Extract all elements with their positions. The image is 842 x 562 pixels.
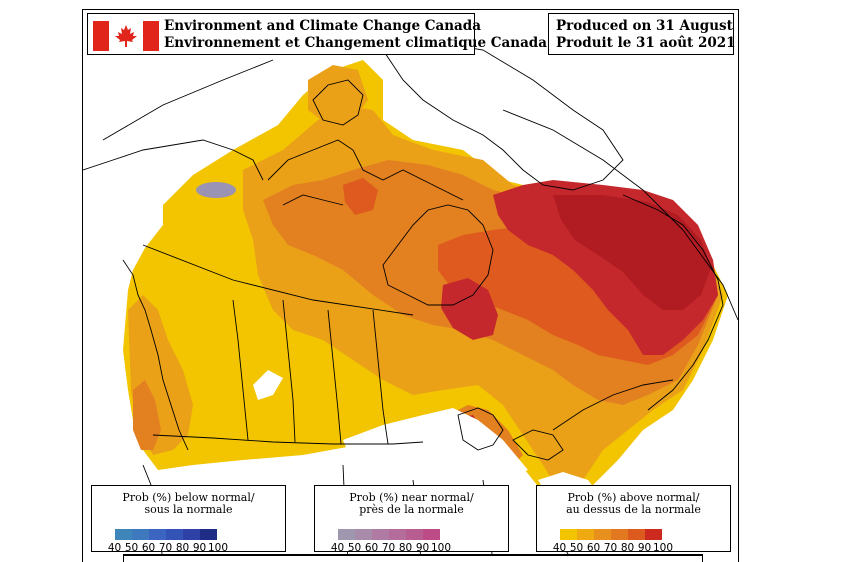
western-coast [83,139,264,181]
legend-below-tick-1: 50 [124,542,139,554]
great-lakes [457,407,564,461]
legend-above-tick-4: 80 [620,542,635,554]
region-above-90 [553,195,711,310]
no-signal-prairies [253,370,283,400]
legend-below-swatch-3 [166,529,183,540]
legend-below-tick-3: 70 [158,542,173,554]
agency-name-fr: Environnement et Changement climatique C… [164,35,547,51]
legend-below-tick-6: 100 [208,542,229,554]
legend-above-swatch-4 [628,529,645,540]
province-lines [142,244,414,445]
legend-below-ticks: 40 50 60 70 80 90 100 [106,542,229,554]
no-signal-alaska-bc [83,140,163,310]
probability-map [83,39,738,562]
legend-below-tick-0: 40 [107,542,122,554]
hudson-bay-outline [382,204,494,306]
legend-near-tick-2: 60 [364,542,379,554]
legend-near-tick-0: 40 [330,542,345,554]
legend-below-swatch-1 [132,529,149,540]
region-above-60-bc [133,380,161,450]
no-signal-south-ontario [343,408,528,480]
legend-below-title-en: Prob (%) below normal/ [122,491,255,504]
legend-above-swatches [560,529,662,540]
legend-above-swatch-1 [577,529,594,540]
legend-near-tick-6: 100 [431,542,452,554]
legend-below-normal: Prob (%) below normal/ sous la normale 4… [91,485,286,554]
region-above-80-ontario [441,278,498,340]
bottom-strip [123,554,703,562]
legend-below-swatch-2 [149,529,166,540]
polar-arc [502,109,738,321]
canada-flag-icon [93,21,159,51]
legend-above-tick-1: 50 [569,542,584,554]
bc-coast [122,259,189,451]
legend-above-tick-5: 90 [637,542,652,554]
st-lawrence [552,379,674,431]
legend-near-swatch-3 [389,529,406,540]
legend-near-ticks: 40 50 60 70 80 90 100 [329,542,452,554]
legend-near-normal: Prob (%) near normal/ près de la normale… [314,485,509,554]
legend-near-swatch-0 [338,529,355,540]
agency-name-en: Environment and Climate Change Canada [164,18,481,34]
legend-above-ticks: 40 50 60 70 80 90 100 [551,542,674,554]
greenland-outline [382,39,624,191]
legend-near-tick-4: 80 [398,542,413,554]
us-border [152,434,424,445]
above-normal-shading [123,60,728,505]
map-frame: Environment and Climate Change Canada En… [82,9,739,562]
west-arc [102,59,274,141]
legend-near-title-en: Prob (%) near normal/ [349,491,474,504]
legend-near-swatches [338,529,440,540]
legend-below-swatches [115,529,217,540]
legend-above-tick-3: 70 [603,542,618,554]
legend-near-swatch-5 [423,529,440,540]
legend-near-swatch-2 [372,529,389,540]
legend-above-title-en: Prob (%) above normal/ [567,491,700,504]
region-above-50-arctic [308,65,368,125]
agency-box: Environment and Climate Change Canada En… [87,13,547,55]
legend-below-tick-2: 60 [141,542,156,554]
legend-below-swatch-0 [115,529,132,540]
legend-above-tick-0: 40 [552,542,567,554]
date-box: Produced on 31 August 2021 Produit le 31… [548,13,738,55]
legend-below-swatch-4 [183,529,200,540]
legend-above-title-fr: au dessus de la normale [566,503,701,516]
legend-above-normal: Prob (%) above normal/ au dessus de la n… [536,485,731,554]
region-above-70-arctic [343,178,378,215]
legend-near-tick-1: 50 [347,542,362,554]
legend-below-tick-4: 80 [175,542,190,554]
legend-above-tick-6: 100 [653,542,674,554]
legend-near-swatch-1 [355,529,372,540]
produced-date-fr: Produit le 31 août 2021 [556,35,736,51]
legend-near-tick-5: 90 [415,542,430,554]
produced-date-en: Produced on 31 August 2021 [556,18,738,34]
arctic-islands [267,79,464,206]
legend-above-swatch-3 [611,529,628,540]
legend-below-title-fr: sous la normale [144,503,233,516]
legend-below-swatch-5 [200,529,217,540]
legend-near-tick-3: 70 [381,542,396,554]
legend-above-swatch-5 [645,529,662,540]
legend-below-tick-5: 90 [192,542,207,554]
near-normal-patch [196,182,236,198]
legend-near-swatch-4 [406,529,423,540]
legend-above-tick-2: 60 [586,542,601,554]
legend-above-swatch-0 [560,529,577,540]
legend-above-swatch-2 [594,529,611,540]
legend-near-title-fr: près de la normale [359,503,464,516]
